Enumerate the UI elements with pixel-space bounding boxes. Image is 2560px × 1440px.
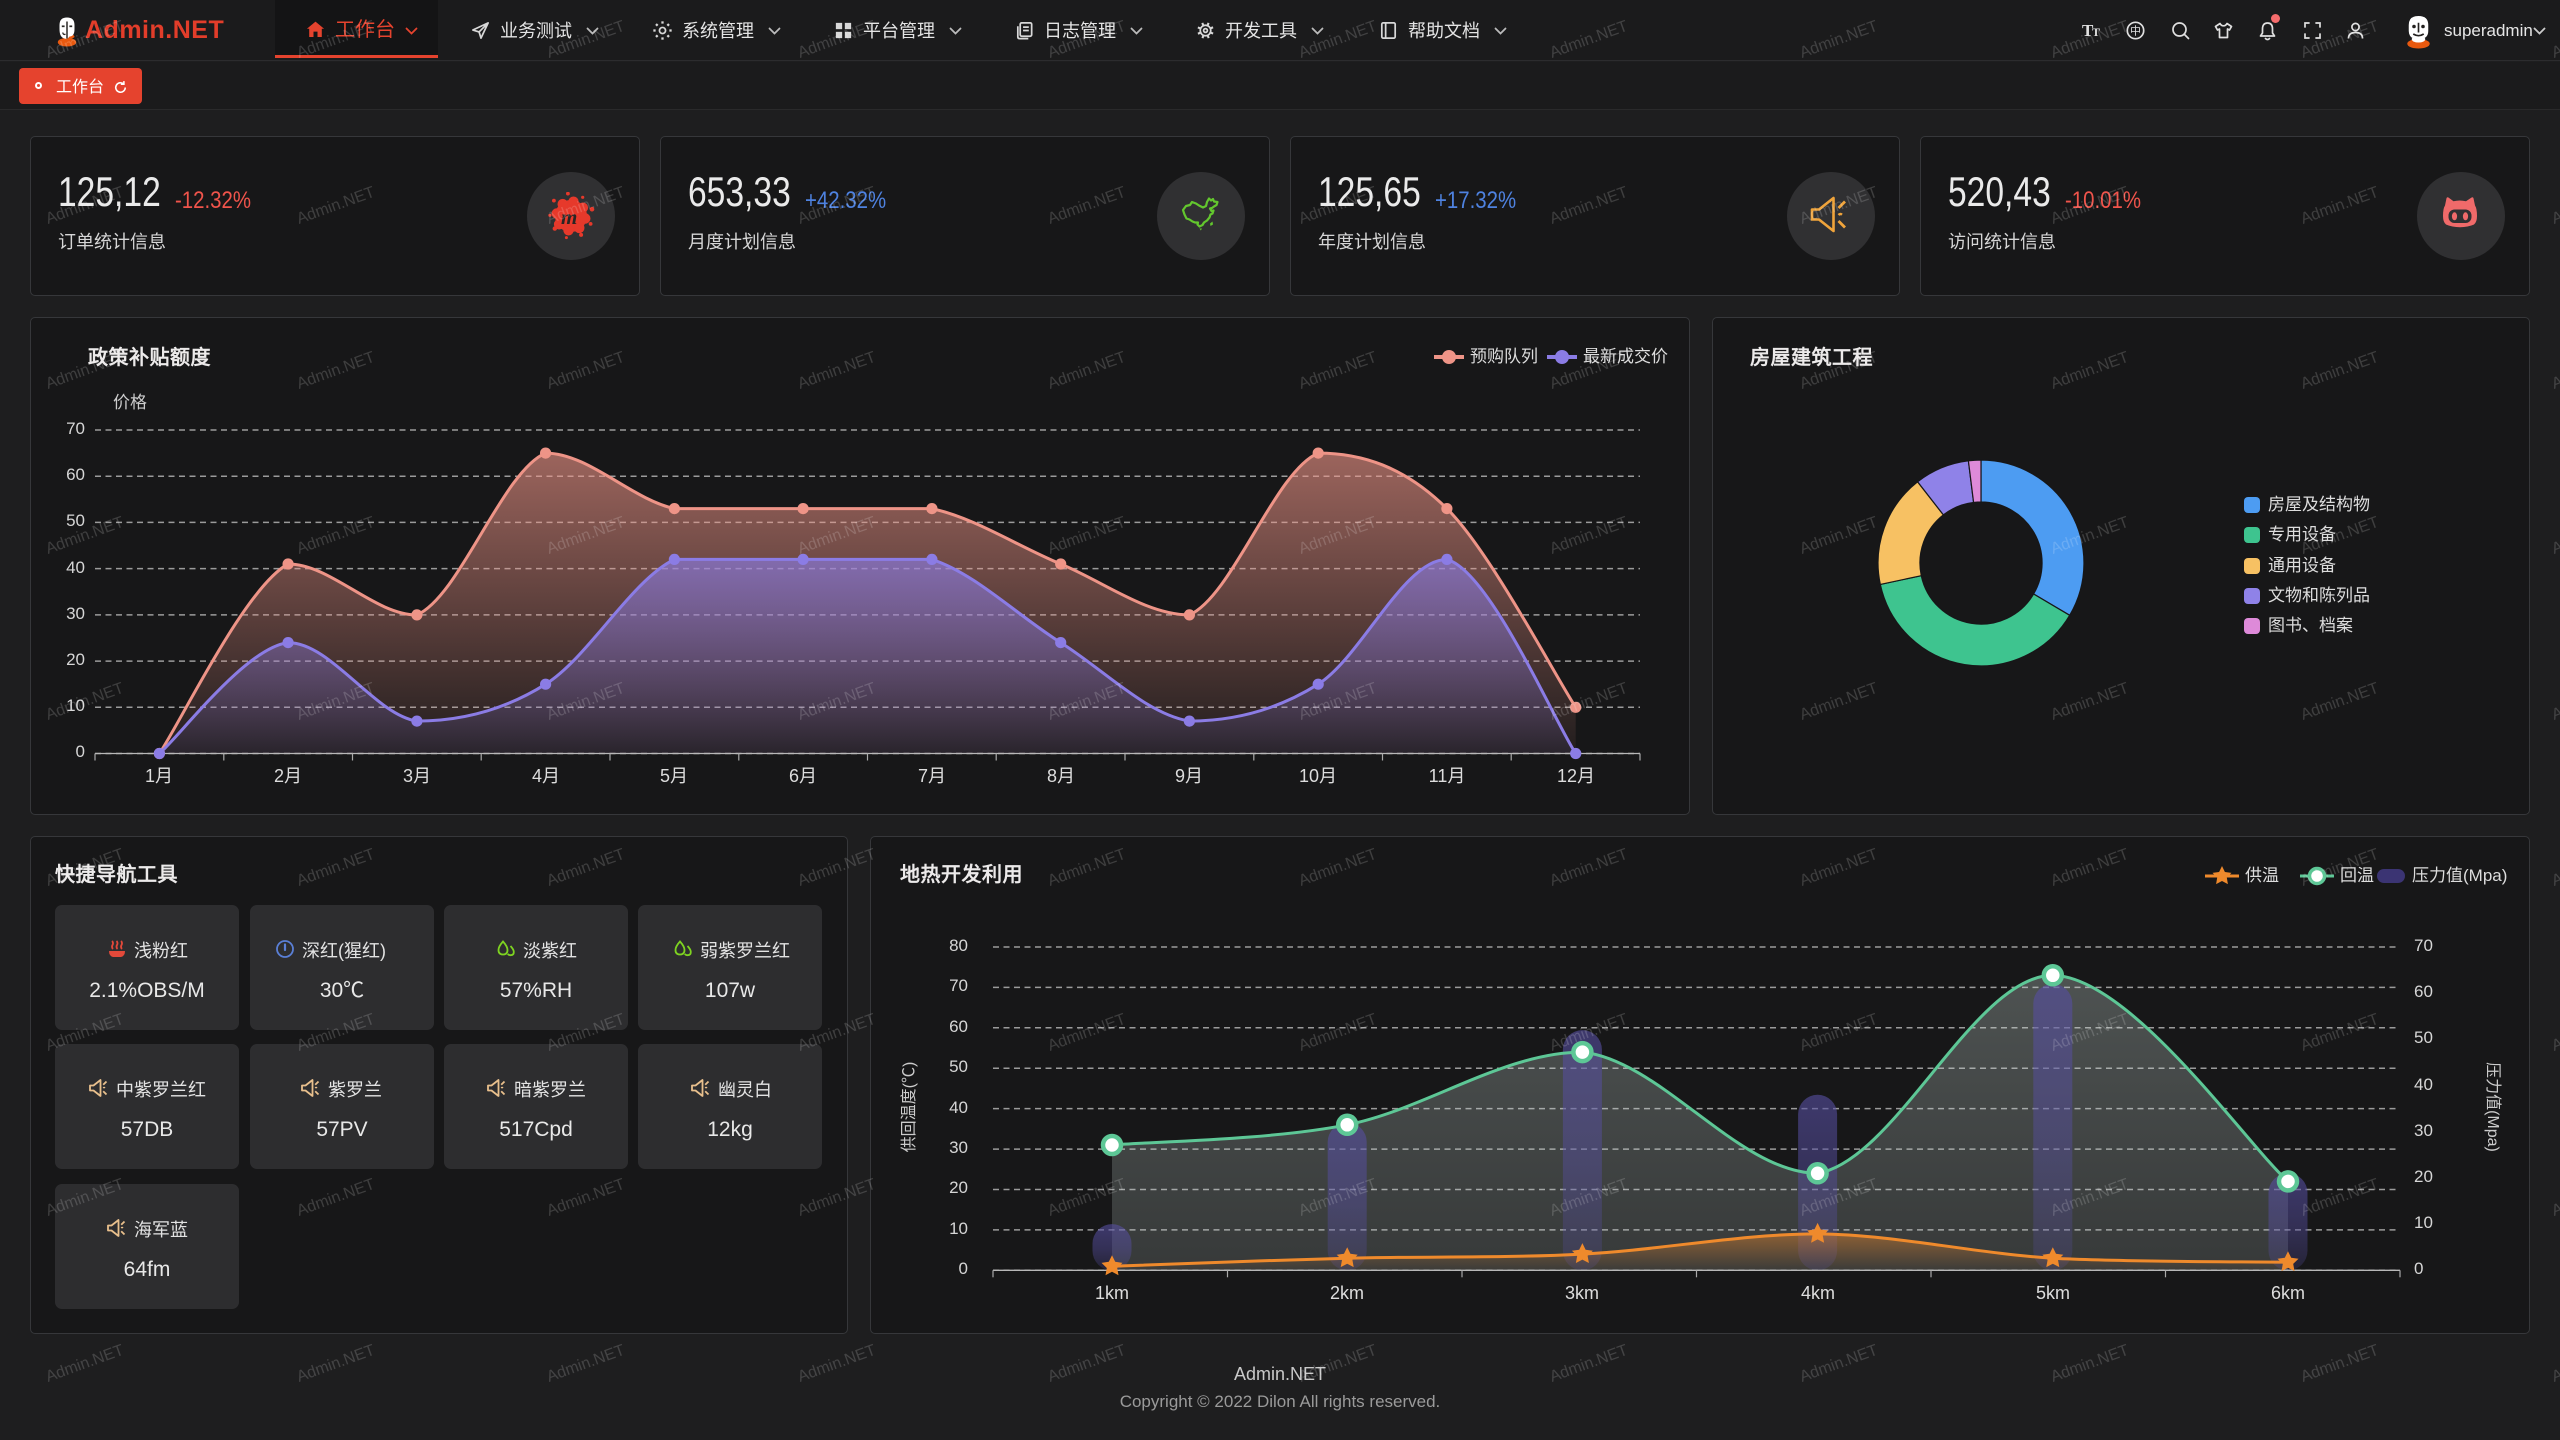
svg-text:T: T xyxy=(2082,21,2094,40)
svg-text:m: m xyxy=(561,205,577,229)
svg-text:Admin.NET: Admin.NET xyxy=(2550,680,2560,724)
svg-text:Admin.NET: Admin.NET xyxy=(2550,846,2560,890)
svg-text:Admin.NET: Admin.NET xyxy=(2550,184,2560,228)
svg-text:Admin.NET: Admin.NET xyxy=(2550,349,2560,393)
svg-text:中: 中 xyxy=(2130,25,2141,38)
svg-text:T: T xyxy=(2092,25,2100,39)
svg-text:Admin.NET: Admin.NET xyxy=(2550,514,2560,558)
svg-text:Admin.NET: Admin.NET xyxy=(2550,1176,2560,1220)
svg-text:Admin.NET: Admin.NET xyxy=(2550,1011,2560,1055)
